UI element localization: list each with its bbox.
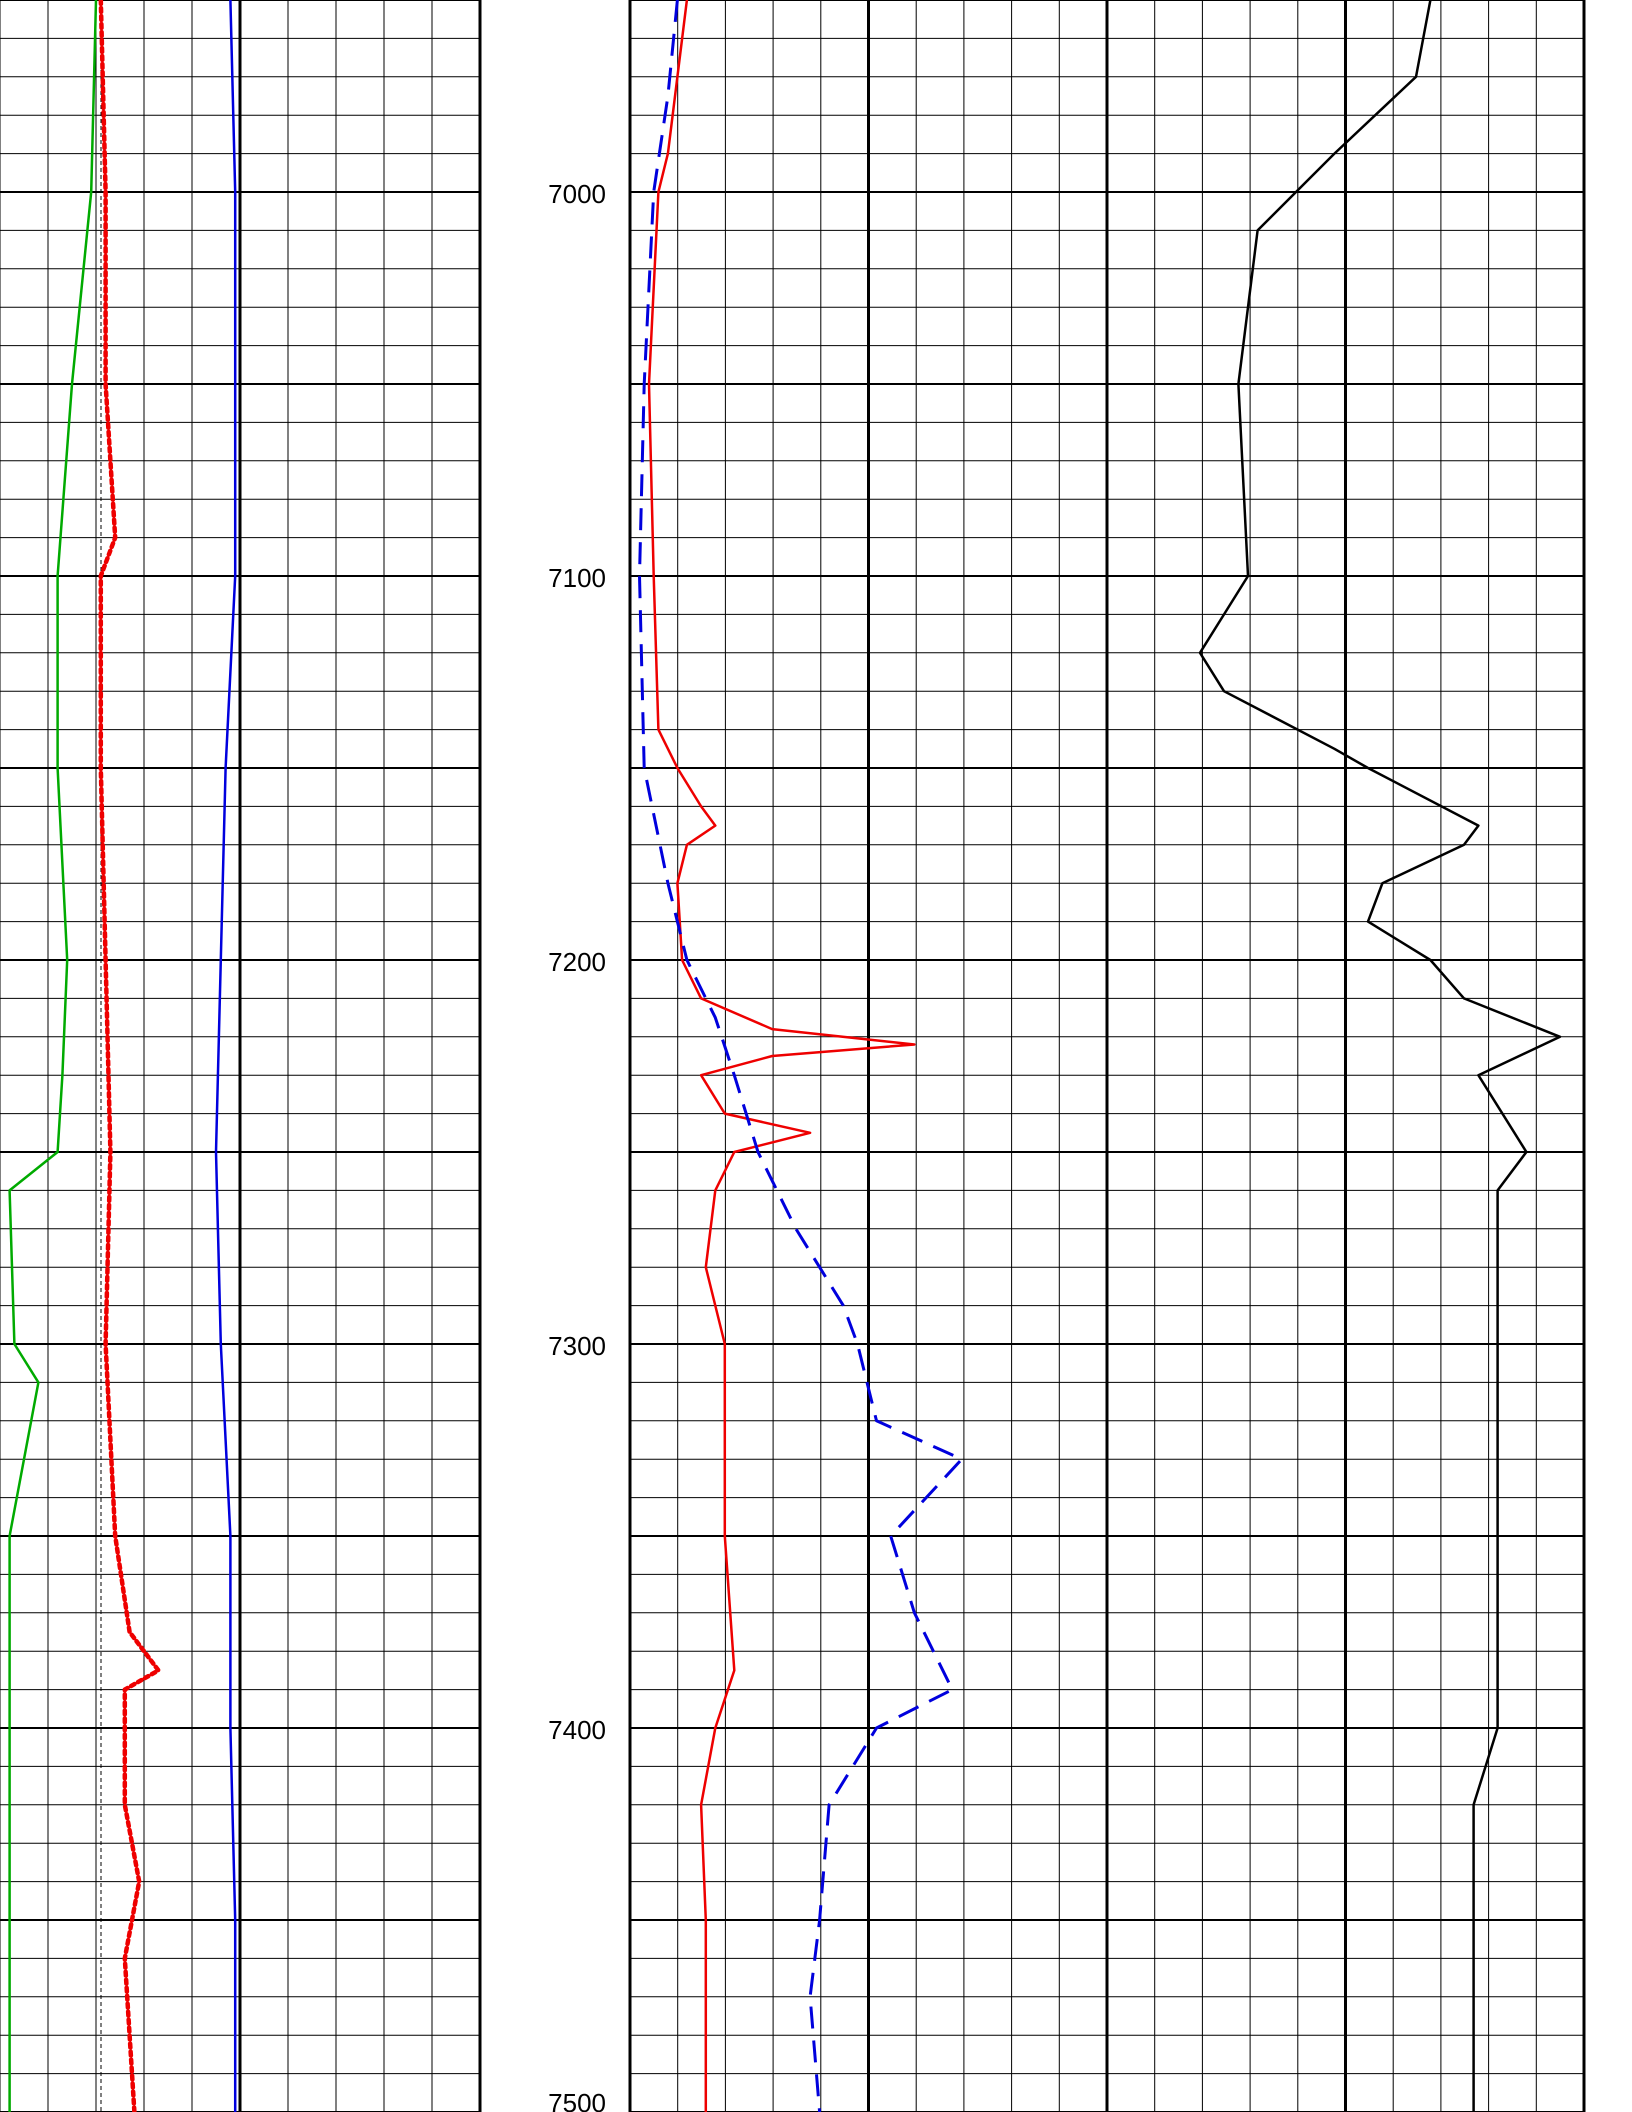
- depth-labels: 7000 7100 7200 7300 7400 7500: [548, 179, 606, 2112]
- track-1-curve-solid: [214, 0, 237, 2112]
- track-2-curve-dashed: [638, 0, 964, 2112]
- grid-layer: [0, 0, 1586, 2112]
- track-1-curve-solid: [8, 0, 98, 2112]
- track-2-curve-solid: [647, 0, 916, 2112]
- depth-label: 7400: [548, 1715, 606, 1745]
- track-3-curve-solid: [1198, 0, 1562, 2112]
- depth-label: 7300: [548, 1331, 606, 1361]
- depth-label: 7000: [548, 179, 606, 209]
- track-1-curve-dotted: [98, 0, 161, 2112]
- depth-label: 7200: [548, 947, 606, 977]
- curve-layer: [8, 0, 1562, 2112]
- depth-label: 7500: [548, 2088, 606, 2112]
- depth-label: 7100: [548, 563, 606, 593]
